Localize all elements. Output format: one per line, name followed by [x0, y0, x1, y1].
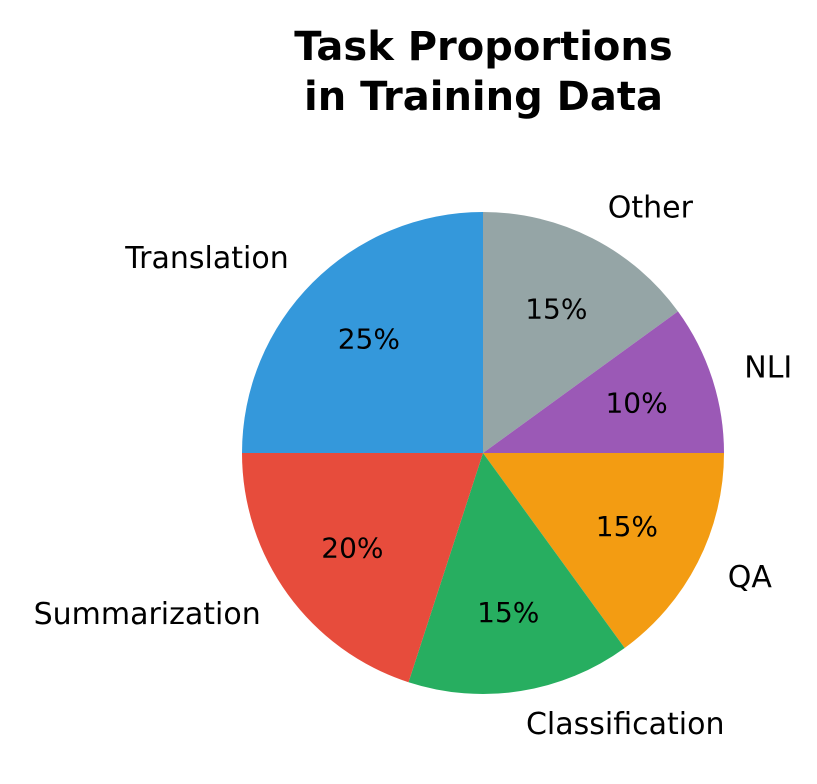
pie-slice-translation	[242, 212, 483, 453]
slice-label-classification: Classification	[526, 707, 725, 742]
pct-label-classification: 15%	[477, 596, 539, 629]
slice-label-summarization: Summarization	[34, 597, 261, 632]
chart-title-line-1: Task Proportions	[294, 24, 673, 70]
slice-label-other: Other	[608, 191, 694, 226]
slice-label-qa: QA	[728, 560, 773, 595]
slice-label-nli: NLI	[744, 351, 792, 386]
pct-label-nli: 10%	[605, 387, 667, 420]
chart-title: Task Proportions in Training Data	[0, 22, 817, 122]
pie-slice-nli	[483, 311, 724, 453]
slice-label-translation: Translation	[124, 241, 288, 276]
chart-title-line-2: in Training Data	[304, 74, 663, 120]
pie-slice-other	[483, 212, 678, 453]
pct-label-summarization: 20%	[321, 531, 383, 564]
pct-label-translation: 25%	[338, 322, 400, 355]
pct-label-qa: 15%	[596, 510, 658, 543]
pie-slice-classification	[408, 453, 625, 694]
pie-slice-qa	[483, 453, 724, 648]
pie-slice-summarization	[242, 453, 483, 683]
pct-label-other: 15%	[525, 293, 587, 326]
